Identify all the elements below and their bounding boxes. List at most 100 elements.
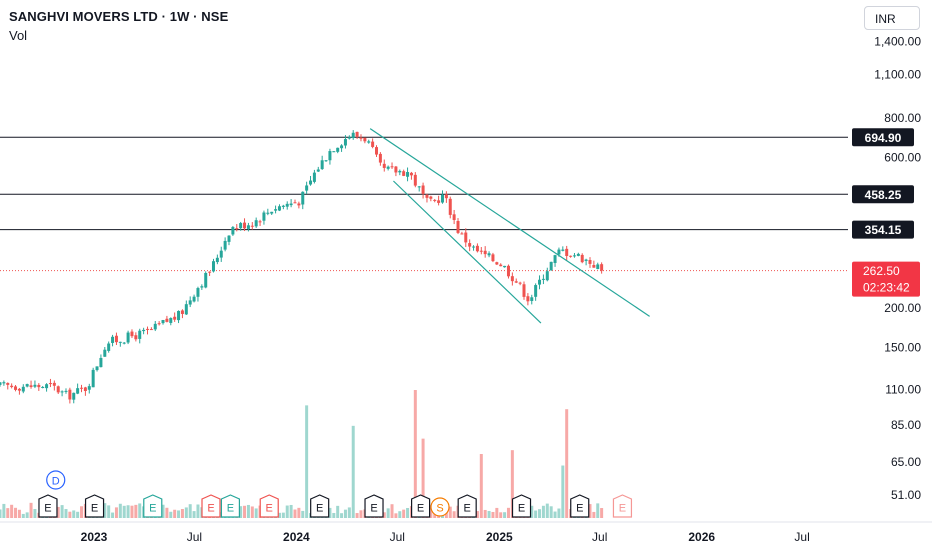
candle xyxy=(526,293,530,306)
volume-bar xyxy=(76,511,80,518)
candle xyxy=(468,239,472,252)
candle xyxy=(386,165,390,171)
x-tick-label: Jul xyxy=(794,530,809,544)
candle xyxy=(99,354,103,368)
candle xyxy=(177,310,181,324)
candle xyxy=(506,264,510,279)
candle xyxy=(382,159,386,172)
candle xyxy=(464,228,468,248)
candle xyxy=(406,167,410,182)
price-axis: 1,400.00 1,100.00 800.00 600.00 200.00 150.00… xyxy=(852,34,921,502)
volume-bar xyxy=(243,505,247,518)
candle xyxy=(48,378,52,388)
volume-bar xyxy=(0,509,2,518)
candle xyxy=(103,346,107,357)
volume-bar xyxy=(169,511,173,518)
volume-indicator-label[interactable]: Vol xyxy=(9,28,28,43)
event-marker-e[interactable]: E xyxy=(201,494,221,518)
candle xyxy=(549,261,553,271)
candle xyxy=(351,130,355,140)
candle xyxy=(14,385,18,392)
event-marker-e[interactable]: E xyxy=(143,494,163,518)
y-tick-label: 600.00 xyxy=(884,150,921,164)
event-marker-label: E xyxy=(91,503,98,515)
candle xyxy=(188,296,192,308)
event-marker-e[interactable]: E xyxy=(310,494,330,518)
event-marker-s[interactable]: S xyxy=(430,497,450,517)
event-marker-e[interactable]: E xyxy=(411,494,431,518)
volume-bar xyxy=(21,513,25,518)
event-marker-e[interactable]: E xyxy=(220,494,241,518)
y-tick-label: 1,400.00 xyxy=(874,34,921,48)
x-tick-label: 2026 xyxy=(688,530,715,544)
event-marker-label: E xyxy=(44,503,51,515)
candle xyxy=(580,253,584,264)
event-marker-e[interactable]: E xyxy=(38,494,58,518)
candle xyxy=(281,204,285,210)
currency-selector[interactable]: INR xyxy=(864,6,920,30)
candle xyxy=(433,198,437,203)
volume-bar xyxy=(285,505,289,518)
candle xyxy=(17,387,21,395)
candle xyxy=(76,383,80,395)
event-marker-e[interactable]: E xyxy=(259,494,279,518)
candle xyxy=(223,237,227,252)
candle xyxy=(254,217,258,228)
y-tick-label: 1,100.00 xyxy=(874,67,921,81)
candle xyxy=(64,388,68,394)
level-price-label: 694.90 xyxy=(852,128,914,147)
time-axis: 2023 Jul 2024 Jul 2025 Jul 2026 Jul xyxy=(0,521,932,544)
volume-bar xyxy=(64,509,68,518)
volume-bar xyxy=(289,504,293,518)
volume-bar xyxy=(386,508,390,518)
candle xyxy=(91,367,95,388)
event-marker-e[interactable]: E xyxy=(84,494,105,518)
candle xyxy=(409,171,413,180)
y-tick-label: 200.00 xyxy=(884,301,921,315)
volume-bar xyxy=(134,504,138,518)
volume-bar xyxy=(107,505,111,518)
candle xyxy=(243,218,247,232)
candle xyxy=(157,321,161,326)
candle xyxy=(138,328,142,344)
volume-bar xyxy=(596,503,600,518)
volume-bar xyxy=(402,509,406,518)
event-marker-e[interactable]: E xyxy=(612,494,633,518)
volume-bar xyxy=(355,513,359,518)
volume-bar xyxy=(165,507,169,518)
volume-bar xyxy=(6,508,10,518)
volume-bar xyxy=(534,510,538,518)
candle xyxy=(184,300,188,316)
svg-text:694.90: 694.90 xyxy=(865,131,902,145)
volume-bar xyxy=(561,465,565,518)
candle xyxy=(378,152,382,166)
candle xyxy=(2,380,6,386)
volume-bar xyxy=(180,509,184,518)
candle xyxy=(126,330,130,345)
candle xyxy=(437,195,441,206)
volume-bar xyxy=(452,511,456,518)
volume-bar xyxy=(177,510,181,518)
event-marker-label: E xyxy=(227,503,234,515)
event-marker-e[interactable]: E xyxy=(511,494,532,518)
volume-bar xyxy=(394,513,398,518)
candle xyxy=(60,390,64,397)
candle xyxy=(161,319,165,325)
candle xyxy=(0,382,2,387)
candle xyxy=(289,199,293,208)
candle xyxy=(332,151,336,153)
volume-bar xyxy=(33,509,37,518)
candle xyxy=(45,383,49,392)
event-marker-e[interactable]: E xyxy=(457,494,477,518)
candle xyxy=(246,222,250,232)
event-marker-d[interactable]: D xyxy=(46,470,66,490)
volume-bar xyxy=(192,511,196,518)
svg-text:458.25: 458.25 xyxy=(865,188,902,202)
candle xyxy=(196,286,200,302)
event-marker-e[interactable]: E xyxy=(364,494,384,518)
event-marker-e[interactable]: E xyxy=(570,494,590,518)
candle xyxy=(285,201,289,210)
volume-bar xyxy=(68,511,72,518)
volume-bar xyxy=(17,509,21,518)
